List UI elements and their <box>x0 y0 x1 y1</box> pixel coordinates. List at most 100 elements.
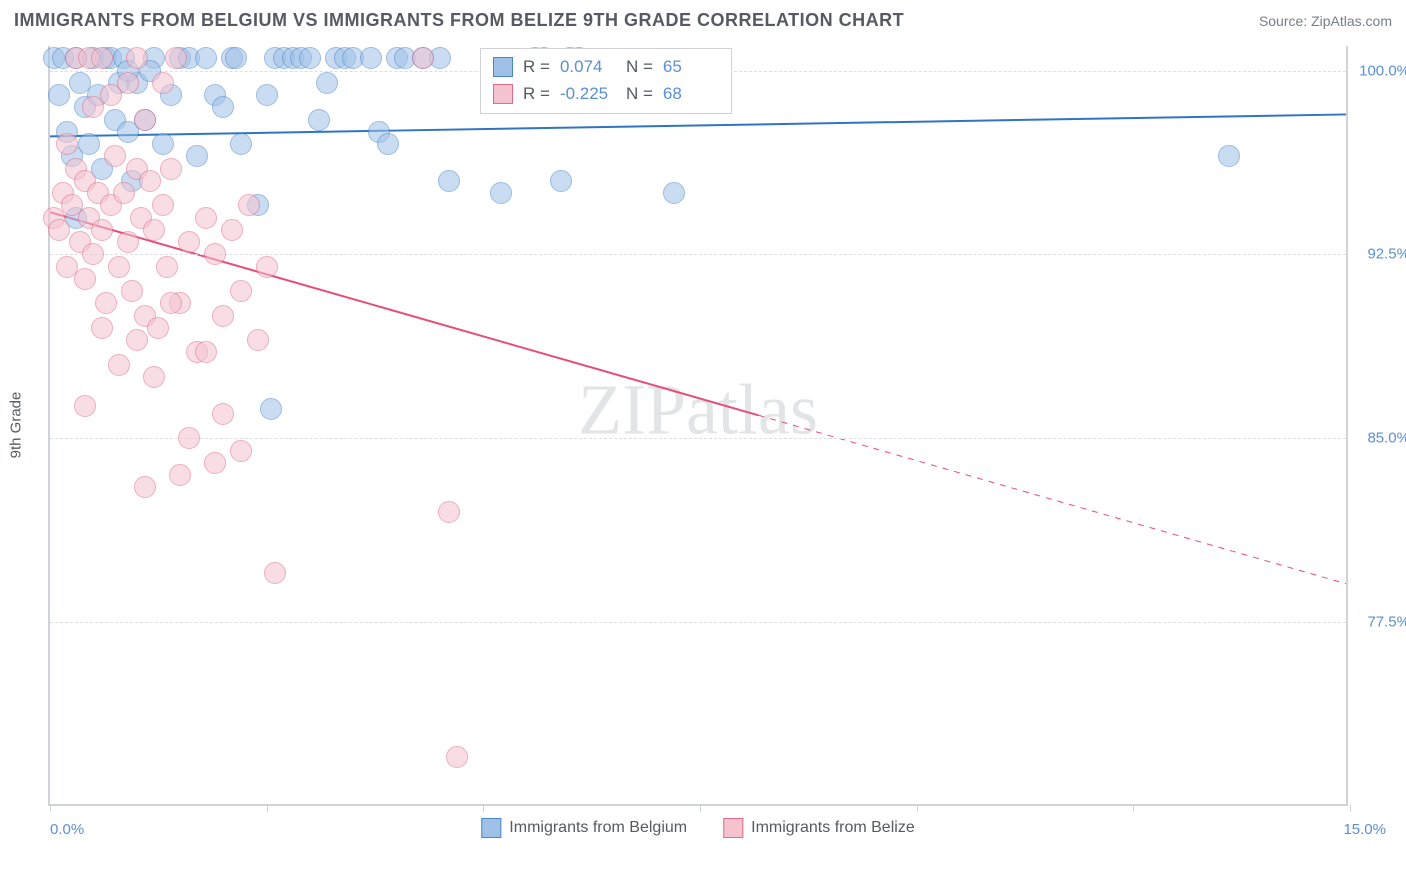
data-point-belize <box>165 47 187 69</box>
chart-area: 9th Grade ZIPatlas 77.5%85.0%92.5%100.0%… <box>48 46 1348 806</box>
n-label: N = <box>626 53 653 80</box>
x-tick <box>50 804 51 812</box>
data-point-belize <box>74 268 96 290</box>
y-tick-label: 100.0% <box>1359 62 1406 79</box>
chart-title: IMMIGRANTS FROM BELGIUM VS IMMIGRANTS FR… <box>14 10 904 31</box>
legend-swatch-belize <box>723 818 743 838</box>
data-point-belize <box>238 194 260 216</box>
data-point-belgium <box>195 47 217 69</box>
data-point-belize <box>152 194 174 216</box>
r-label: R = <box>523 80 550 107</box>
data-point-belize <box>156 256 178 278</box>
data-point-belize <box>117 72 139 94</box>
swatch-belgium <box>493 57 513 77</box>
x-tick <box>1133 804 1134 812</box>
data-point-belize <box>204 243 226 265</box>
plot-region: 77.5%85.0%92.5%100.0% <box>50 46 1346 804</box>
x-tick <box>483 804 484 812</box>
data-point-belize <box>74 395 96 417</box>
r-label: R = <box>523 53 550 80</box>
data-point-belize <box>204 452 226 474</box>
legend-item-belgium: Immigrants from Belgium <box>481 818 687 838</box>
y-tick-label: 92.5% <box>1367 246 1406 263</box>
data-point-belgium <box>550 170 572 192</box>
data-point-belize <box>143 366 165 388</box>
gridline-h <box>50 438 1346 439</box>
data-point-belize <box>446 746 468 768</box>
data-point-belize <box>247 329 269 351</box>
data-point-belgium <box>360 47 382 69</box>
data-point-belize <box>139 170 161 192</box>
x-min-label: 0.0% <box>50 821 84 838</box>
data-point-belize <box>169 464 191 486</box>
data-point-belgium <box>260 398 282 420</box>
data-point-belize <box>264 562 286 584</box>
r-value-belize: -0.225 <box>560 80 616 107</box>
data-point-belgium <box>230 133 252 155</box>
gridline-h <box>50 622 1346 623</box>
y-tick-label: 85.0% <box>1367 430 1406 447</box>
legend-item-belize: Immigrants from Belize <box>723 818 915 838</box>
data-point-belgium <box>48 84 70 106</box>
data-point-belize <box>256 256 278 278</box>
data-point-belize <box>221 219 243 241</box>
data-point-belize <box>121 280 143 302</box>
data-point-belize <box>212 305 234 327</box>
r-value-belgium: 0.074 <box>560 53 616 80</box>
data-point-belize <box>108 256 130 278</box>
data-point-belize <box>104 145 126 167</box>
data-point-belize <box>91 317 113 339</box>
data-point-belgium <box>663 182 685 204</box>
data-point-belize <box>108 354 130 376</box>
data-point-belgium <box>1218 145 1240 167</box>
x-tick <box>700 804 701 812</box>
data-point-belize <box>178 231 200 253</box>
trend-lines <box>50 46 1346 804</box>
data-point-belize <box>160 158 182 180</box>
data-point-belize <box>195 341 217 363</box>
data-point-belgium <box>78 133 100 155</box>
data-point-belgium <box>212 96 234 118</box>
chart-source: Source: ZipAtlas.com <box>1259 13 1392 29</box>
data-point-belize <box>91 219 113 241</box>
n-value-belize: 68 <box>663 80 719 107</box>
y-axis-label: 9th Grade <box>8 392 25 459</box>
data-point-belize <box>143 219 165 241</box>
data-point-belize <box>438 501 460 523</box>
x-legend: Immigrants from Belgium Immigrants from … <box>481 818 914 838</box>
x-tick <box>267 804 268 812</box>
data-point-belize <box>56 133 78 155</box>
data-point-belize <box>152 72 174 94</box>
data-point-belize <box>91 47 113 69</box>
legend-swatch-belgium <box>481 818 501 838</box>
stats-row-belize: R = -0.225 N = 68 <box>493 80 719 107</box>
data-point-belgium <box>490 182 512 204</box>
data-point-belize <box>126 329 148 351</box>
data-point-belize <box>48 219 70 241</box>
data-point-belize <box>113 182 135 204</box>
data-point-belgium <box>308 109 330 131</box>
data-point-belize <box>82 243 104 265</box>
data-point-belgium <box>256 84 278 106</box>
data-point-belgium <box>152 133 174 155</box>
x-tick <box>917 804 918 812</box>
stats-box: R = 0.074 N = 65 R = -0.225 N = 68 <box>480 48 732 114</box>
legend-label-belize: Immigrants from Belize <box>751 819 915 837</box>
legend-label-belgium: Immigrants from Belgium <box>509 819 687 837</box>
data-point-belize <box>134 109 156 131</box>
chart-header: IMMIGRANTS FROM BELGIUM VS IMMIGRANTS FR… <box>14 10 1392 31</box>
x-tick <box>1350 804 1351 812</box>
data-point-belize <box>95 292 117 314</box>
data-point-belize <box>147 317 169 339</box>
n-label: N = <box>626 80 653 107</box>
data-point-belize <box>178 427 200 449</box>
data-point-belize <box>160 292 182 314</box>
y-tick-label: 77.5% <box>1367 614 1406 631</box>
stats-row-belgium: R = 0.074 N = 65 <box>493 53 719 80</box>
x-max-label: 15.0% <box>1343 821 1386 838</box>
data-point-belize <box>230 440 252 462</box>
data-point-belgium <box>225 47 247 69</box>
data-point-belgium <box>377 133 399 155</box>
data-point-belize <box>134 476 156 498</box>
data-point-belize <box>230 280 252 302</box>
